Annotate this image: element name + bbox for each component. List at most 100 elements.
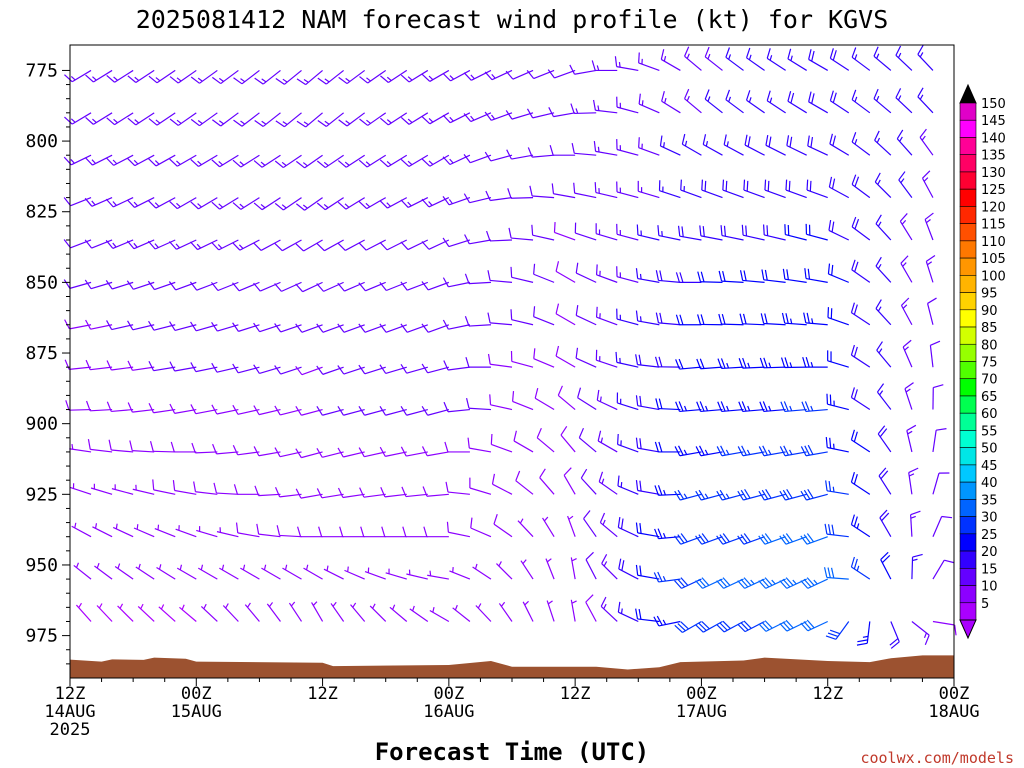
- wind-barb: [924, 212, 934, 241]
- wind-barb: [105, 280, 134, 290]
- wind-barb: [232, 445, 260, 456]
- wind-barb: [316, 448, 344, 458]
- wind-barb: [585, 594, 597, 622]
- wind-barb: [744, 134, 765, 156]
- wind-barb: [400, 69, 429, 83]
- wind-barb: [148, 112, 176, 126]
- wind-barb: [823, 567, 849, 580]
- wind-barb: [148, 403, 176, 414]
- wind-barb: [637, 180, 660, 199]
- wind-barb: [85, 69, 113, 83]
- wind-barb: [635, 395, 660, 411]
- wind-barb: [379, 406, 407, 416]
- wind-barb: [529, 185, 555, 199]
- wind-barb: [802, 356, 828, 368]
- wind-barb: [296, 526, 323, 538]
- wind-barb: [635, 310, 660, 326]
- wind-barb: [617, 601, 639, 623]
- y-tick-label: 975: [25, 626, 58, 647]
- wind-barb: [442, 319, 471, 330]
- wind-barb: [445, 481, 470, 495]
- wind-barb: [876, 383, 892, 410]
- wind-barb: [444, 441, 470, 453]
- wind-barb: [379, 69, 408, 84]
- wind-barb: [244, 602, 260, 622]
- wind-barb: [421, 323, 450, 333]
- wind-barb: [274, 197, 302, 211]
- wind-barb: [359, 487, 386, 498]
- colorbar-cell: [959, 361, 977, 380]
- wind-barb: [211, 154, 239, 168]
- wind-barb: [470, 517, 492, 538]
- wind-barb: [555, 261, 576, 283]
- wind-barb: [400, 446, 428, 457]
- colorbar-label: 115: [981, 218, 1006, 233]
- wind-barb: [616, 96, 639, 114]
- wind-barb: [493, 513, 513, 538]
- wind-barb: [148, 197, 176, 209]
- wind-barb: [635, 564, 660, 580]
- wind-barb: [64, 359, 92, 370]
- wind-barb: [253, 197, 281, 211]
- colorbar-cell: [959, 292, 977, 311]
- wind-barb: [316, 281, 344, 292]
- wind-barb: [779, 619, 807, 632]
- wind-barb: [808, 91, 829, 114]
- wind-barb: [573, 182, 597, 199]
- wind-barb: [697, 314, 723, 326]
- wind-barb: [486, 230, 513, 242]
- wind-barb: [716, 620, 744, 633]
- wind-barb: [850, 387, 871, 411]
- wind-barb: [800, 577, 828, 589]
- wind-barb: [908, 467, 919, 495]
- wind-barb: [190, 404, 218, 415]
- wind-barb: [402, 526, 428, 538]
- colorbar-label: 20: [981, 545, 998, 560]
- wind-barb: [616, 181, 639, 199]
- wind-barb: [615, 351, 639, 368]
- wind-barb: [211, 239, 239, 251]
- wind-barb: [190, 239, 218, 251]
- wind-barb: [571, 142, 597, 156]
- wind-barb: [266, 602, 281, 622]
- wind-barb: [515, 470, 534, 495]
- wind-barb: [932, 384, 944, 410]
- wind-barb: [595, 223, 618, 241]
- wind-barb: [542, 516, 555, 538]
- wind-barb: [804, 268, 828, 283]
- wind-barb: [337, 447, 365, 458]
- wind-barb: [126, 197, 155, 209]
- wind-barb: [575, 347, 597, 368]
- wind-barb: [276, 525, 302, 538]
- wind-barb: [127, 360, 155, 371]
- wind-barb: [323, 565, 344, 580]
- wind-barb: [675, 401, 702, 413]
- wind-barb: [233, 112, 260, 127]
- wind-barb: [526, 69, 555, 80]
- wind-barb: [84, 279, 113, 290]
- wind-barb: [743, 179, 765, 199]
- y-tick-label: 950: [25, 555, 58, 576]
- wind-barb: [874, 172, 892, 199]
- x-tick-label: 00Z: [686, 684, 717, 704]
- wind-barb: [85, 319, 113, 330]
- wind-barb: [379, 239, 408, 251]
- wind-barb: [850, 556, 871, 580]
- wind-barb: [526, 108, 555, 119]
- wind-barb: [638, 93, 660, 114]
- x-tick-label: 15AUG: [171, 702, 222, 722]
- wind-barb: [638, 137, 660, 156]
- wind-barb: [253, 446, 281, 457]
- colorbar-label: 10: [981, 580, 998, 595]
- wind-barb: [484, 69, 513, 81]
- wind-barb: [94, 562, 113, 580]
- wind-barb: [697, 271, 723, 283]
- wind-barb: [84, 197, 113, 207]
- wind-barb: [274, 281, 302, 292]
- wind-barb: [463, 112, 492, 123]
- wind-barb: [655, 398, 681, 411]
- wind-barb: [520, 559, 534, 580]
- colorbar-label: 100: [981, 269, 1006, 284]
- wind-barb: [71, 522, 92, 538]
- wind-barb: [211, 69, 239, 85]
